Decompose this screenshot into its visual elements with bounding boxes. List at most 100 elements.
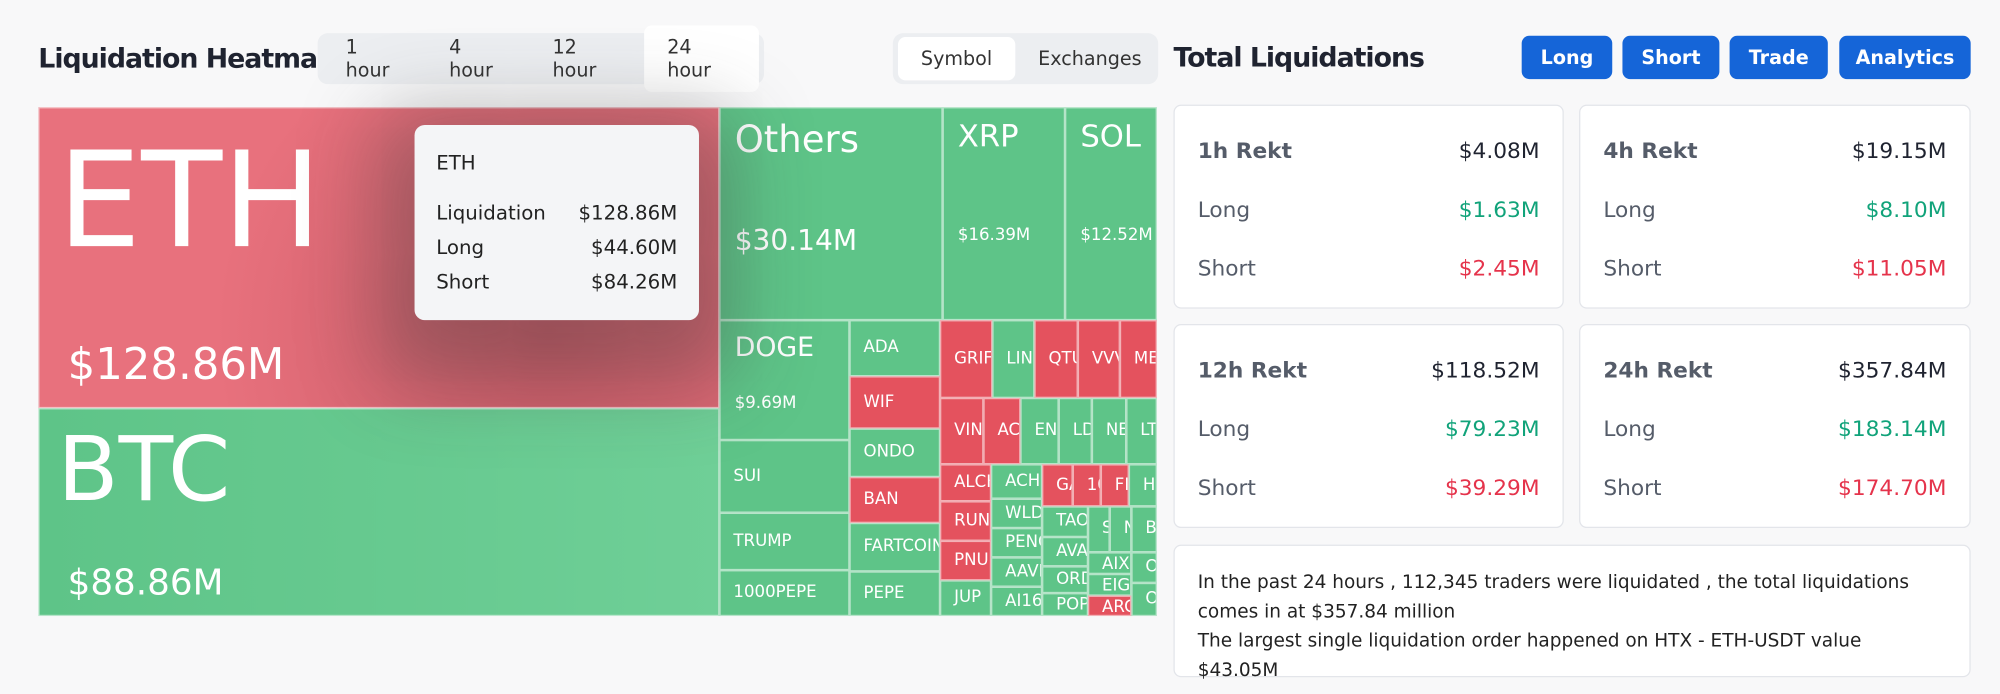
treemap-cell[interactable]: Others $30.14M <box>719 107 943 321</box>
cell-value: $30.14M <box>734 225 858 258</box>
treemap-cell[interactable]: EIG <box>1088 573 1132 596</box>
treemap-cell[interactable]: B <box>1131 506 1157 553</box>
treemap-cell[interactable]: WIF <box>849 376 941 429</box>
treemap-cell[interactable]: TAO <box>1042 506 1089 537</box>
row-label: Short <box>1603 256 1662 282</box>
row-value: $1.63M <box>1458 197 1540 224</box>
treemap-cell[interactable]: EN <box>1020 397 1059 465</box>
treemap-cell[interactable]: ACT <box>983 397 1021 465</box>
treemap-cell[interactable]: DOGE $9.69M <box>719 320 850 441</box>
cell-label: SUI <box>733 466 761 486</box>
heatmap: ETH $128.86M BTC $88.86M Others $30.14M XRP $16… <box>38 107 1157 617</box>
treemap-cell[interactable]: 10 <box>1072 464 1101 507</box>
tab-active[interactable]: Symbol <box>897 36 1016 81</box>
treemap-cell[interactable]: LT <box>1126 397 1157 465</box>
treemap-cell[interactable]: ME <box>1119 320 1157 398</box>
treemap-cell[interactable]: BTC $88.86M <box>38 408 720 617</box>
cell-label: FI <box>1114 475 1129 495</box>
row-value: $183.14M <box>1838 417 1947 443</box>
row-label: Short <box>1197 256 1256 282</box>
tab-active[interactable]: 24 hour <box>644 25 759 92</box>
treemap-cell[interactable]: ALCH <box>940 464 992 502</box>
treemap-cell[interactable]: WLD <box>991 498 1043 529</box>
treemap-cell[interactable]: POP <box>1042 593 1089 617</box>
treemap-cell[interactable]: ONDO <box>849 428 941 478</box>
row-label: 1h Rekt <box>1197 139 1292 165</box>
cell-label: ORD <box>1056 569 1087 589</box>
treemap-cell[interactable]: H <box>1128 464 1157 507</box>
treemap-cell[interactable]: FI <box>1100 464 1129 507</box>
cell-label: VIN <box>954 420 983 441</box>
row-label: Long <box>1603 417 1656 443</box>
treemap-cell[interactable]: ORD <box>1042 566 1089 594</box>
cell-label: 1000PEPE <box>733 582 817 603</box>
treemap-cell[interactable]: PEPE <box>849 571 941 617</box>
tab[interactable]: 1 hour <box>345 35 390 82</box>
treemap-cell[interactable]: RUN <box>940 501 992 541</box>
treemap-cell[interactable]: VIN <box>940 397 984 465</box>
cell-value: $16.39M <box>957 225 1031 245</box>
cell-label: ONDO <box>863 442 915 462</box>
group-tabs: Symbol Exchanges <box>892 33 1159 85</box>
tab[interactable]: 4 hour <box>449 35 493 82</box>
row-value: $118.52M <box>1431 358 1540 384</box>
treemap-cell[interactable]: SUI <box>719 440 850 513</box>
treemap-cell[interactable]: PENG <box>991 528 1043 558</box>
treemap-cell[interactable]: BAN <box>849 477 941 523</box>
treemap-cell[interactable]: ARC <box>1088 595 1132 617</box>
row-label: 12h Rekt <box>1197 358 1308 384</box>
treemap-cell[interactable]: JUP <box>940 580 992 617</box>
tooltip: ETH Liquidation $128.86M Long $44.60M Shor… <box>414 124 699 321</box>
treemap-cell[interactable]: NE <box>1091 397 1127 465</box>
cell-label: BAN <box>863 489 899 509</box>
treemap-cell[interactable]: VVV <box>1077 320 1120 398</box>
card-row: 1h Rekt $4.08M <box>1198 139 1540 165</box>
treemap-cell[interactable]: AVA <box>1042 536 1089 567</box>
treemap-cell[interactable]: GRIF <box>940 320 993 398</box>
treemap-cell[interactable]: N <box>1109 506 1132 553</box>
tab[interactable]: 12 hour <box>552 35 597 82</box>
row-label: Short <box>1603 475 1662 502</box>
treemap-cell[interactable]: QTU <box>1034 320 1078 398</box>
row-value: $174.70M <box>1838 475 1947 502</box>
button[interactable]: Short <box>1622 35 1720 80</box>
treemap-cell[interactable]: S <box>1088 506 1110 553</box>
button[interactable]: Analytics <box>1839 35 1971 80</box>
cell-label: QTU <box>1048 348 1076 368</box>
value: $44.60M <box>591 235 678 259</box>
cell-label: B <box>1145 519 1157 539</box>
treemap-cell[interactable]: AIX <box>1088 552 1132 574</box>
cell-label: ACT <box>997 420 1021 441</box>
cell-label: JUP <box>954 588 982 608</box>
button[interactable]: Long <box>1521 35 1613 80</box>
treemap-cell[interactable]: FARTCOIN <box>849 522 941 572</box>
treemap-cell[interactable]: LD <box>1058 397 1092 465</box>
treemap-cell[interactable]: GA <box>1042 464 1073 507</box>
treemap-cell[interactable]: O <box>1131 552 1157 583</box>
rekt-card: 1h Rekt $4.08M Long $1.63M Short $2.45M <box>1173 104 1564 309</box>
treemap-cell[interactable]: LIN <box>992 320 1035 398</box>
treemap-cell[interactable]: O <box>1131 582 1157 617</box>
cell-label: EIG <box>1102 576 1131 596</box>
treemap-cell[interactable]: SOL $12.52M <box>1065 107 1157 321</box>
cell-label: ADA <box>863 338 899 358</box>
cell-label: ME <box>1133 348 1157 368</box>
treemap-cell[interactable]: 1000PEPE <box>719 570 850 617</box>
treemap-cell[interactable]: ACH <box>991 464 1043 499</box>
tooltip-title: ETH <box>436 151 476 175</box>
card-row: Short $174.70M <box>1603 476 1946 502</box>
cell-label: EN <box>1034 420 1058 441</box>
treemap-cell[interactable]: ADA <box>849 320 941 377</box>
tooltip-row: Liquidation $128.86M <box>436 202 677 225</box>
treemap-cell[interactable]: PNU <box>940 540 992 581</box>
treemap-cell[interactable]: XRP $16.39M <box>942 107 1066 321</box>
treemap-cell[interactable]: AAVE <box>991 557 1043 587</box>
treemap-cell[interactable]: AI16 <box>991 586 1043 617</box>
button[interactable]: Trade <box>1729 35 1828 80</box>
cell-label: SOL <box>1080 118 1141 155</box>
card-row: Short $2.45M <box>1198 256 1540 282</box>
row-value: $19.15M <box>1851 139 1947 165</box>
treemap-cell[interactable]: TRUMP <box>719 512 850 571</box>
tab[interactable]: Exchanges <box>1038 47 1142 71</box>
